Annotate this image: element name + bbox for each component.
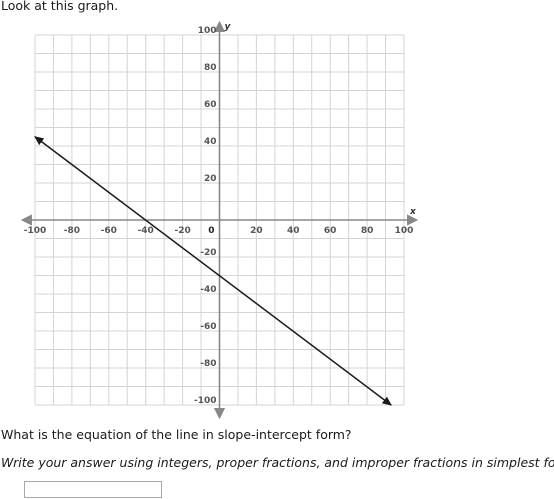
y-axis-label: y bbox=[225, 22, 232, 32]
x-tick-label: 80 bbox=[361, 226, 374, 236]
x-tick-label: -40 bbox=[138, 226, 154, 236]
x-tick-label: 20 bbox=[250, 226, 263, 236]
x-tick-label: 100 bbox=[395, 226, 414, 236]
y-tick-label: 60 bbox=[204, 100, 217, 110]
question-text: What is the equation of the line in slop… bbox=[1, 427, 352, 442]
x-tick-label: -80 bbox=[64, 226, 80, 236]
y-tick-label: -100 bbox=[194, 396, 217, 406]
x-axis-label: x bbox=[409, 207, 417, 217]
y-tick-label: 80 bbox=[204, 63, 217, 73]
x-tick-label: -100 bbox=[24, 226, 47, 236]
answer-input[interactable] bbox=[24, 481, 162, 498]
x-tick-label: -60 bbox=[101, 226, 117, 236]
axes: xy bbox=[20, 20, 419, 420]
y-tick-label: 20 bbox=[204, 174, 217, 184]
plotted-lines bbox=[34, 136, 392, 406]
x-tick-label: 40 bbox=[287, 226, 300, 236]
plotted-line bbox=[34, 136, 392, 406]
x-tick-label: 0 bbox=[208, 226, 214, 236]
coordinate-graph: xy -100 -80 -60 -40 -20 0 20 40 60 80 100100806040… bbox=[20, 20, 419, 420]
y-tick-label: 40 bbox=[204, 137, 217, 147]
instructions-text: Write your answer using integers, proper… bbox=[1, 455, 554, 470]
y-tick-label: 100 bbox=[198, 26, 217, 36]
y-tick-label: -80 bbox=[200, 359, 216, 369]
x-tick-label: 60 bbox=[324, 226, 337, 236]
intro-text: Look at this graph. bbox=[1, 0, 119, 13]
x-tick-label: -20 bbox=[174, 226, 190, 236]
y-tick-label: -60 bbox=[200, 322, 216, 332]
y-tick-label: -20 bbox=[200, 248, 216, 258]
y-tick-label: -40 bbox=[200, 285, 216, 295]
